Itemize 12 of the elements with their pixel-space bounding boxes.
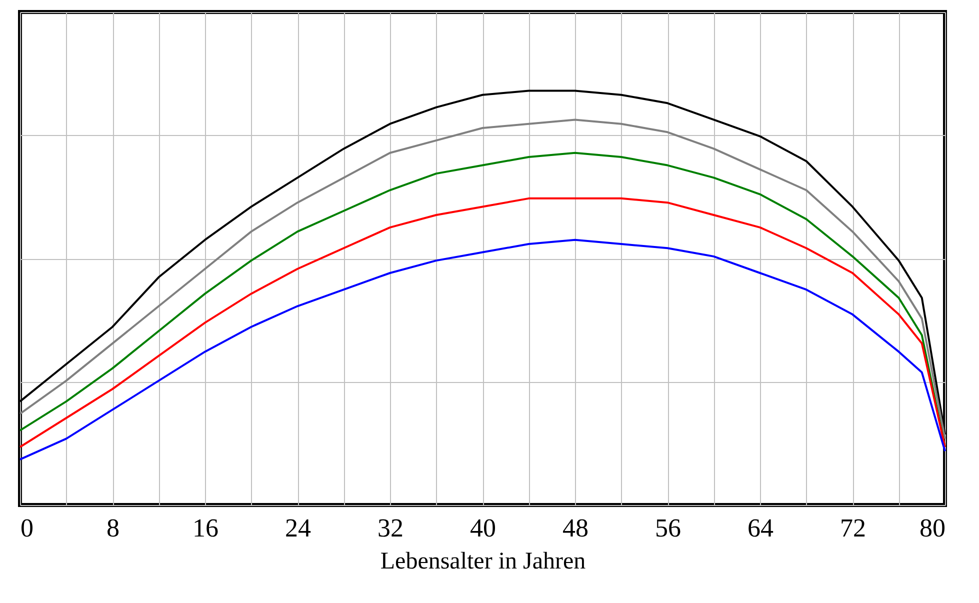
x-tick-label: 32 [378,514,404,542]
x-tick-label: 56 [655,514,681,542]
x-tick-label: 8 [106,514,120,542]
x-tick-label: 48 [562,514,588,542]
x-tick-label: 72 [840,514,866,542]
x-tick-label: 80 [920,514,946,542]
x-tick-label: 16 [192,514,218,542]
x-axis-title: Lebensalter in Jahren [380,548,586,574]
x-tick-label: 64 [748,514,774,542]
x-tick-label: 24 [285,514,311,542]
x-tick-label: 40 [470,514,496,542]
x-tick-label: 0 [20,514,34,542]
